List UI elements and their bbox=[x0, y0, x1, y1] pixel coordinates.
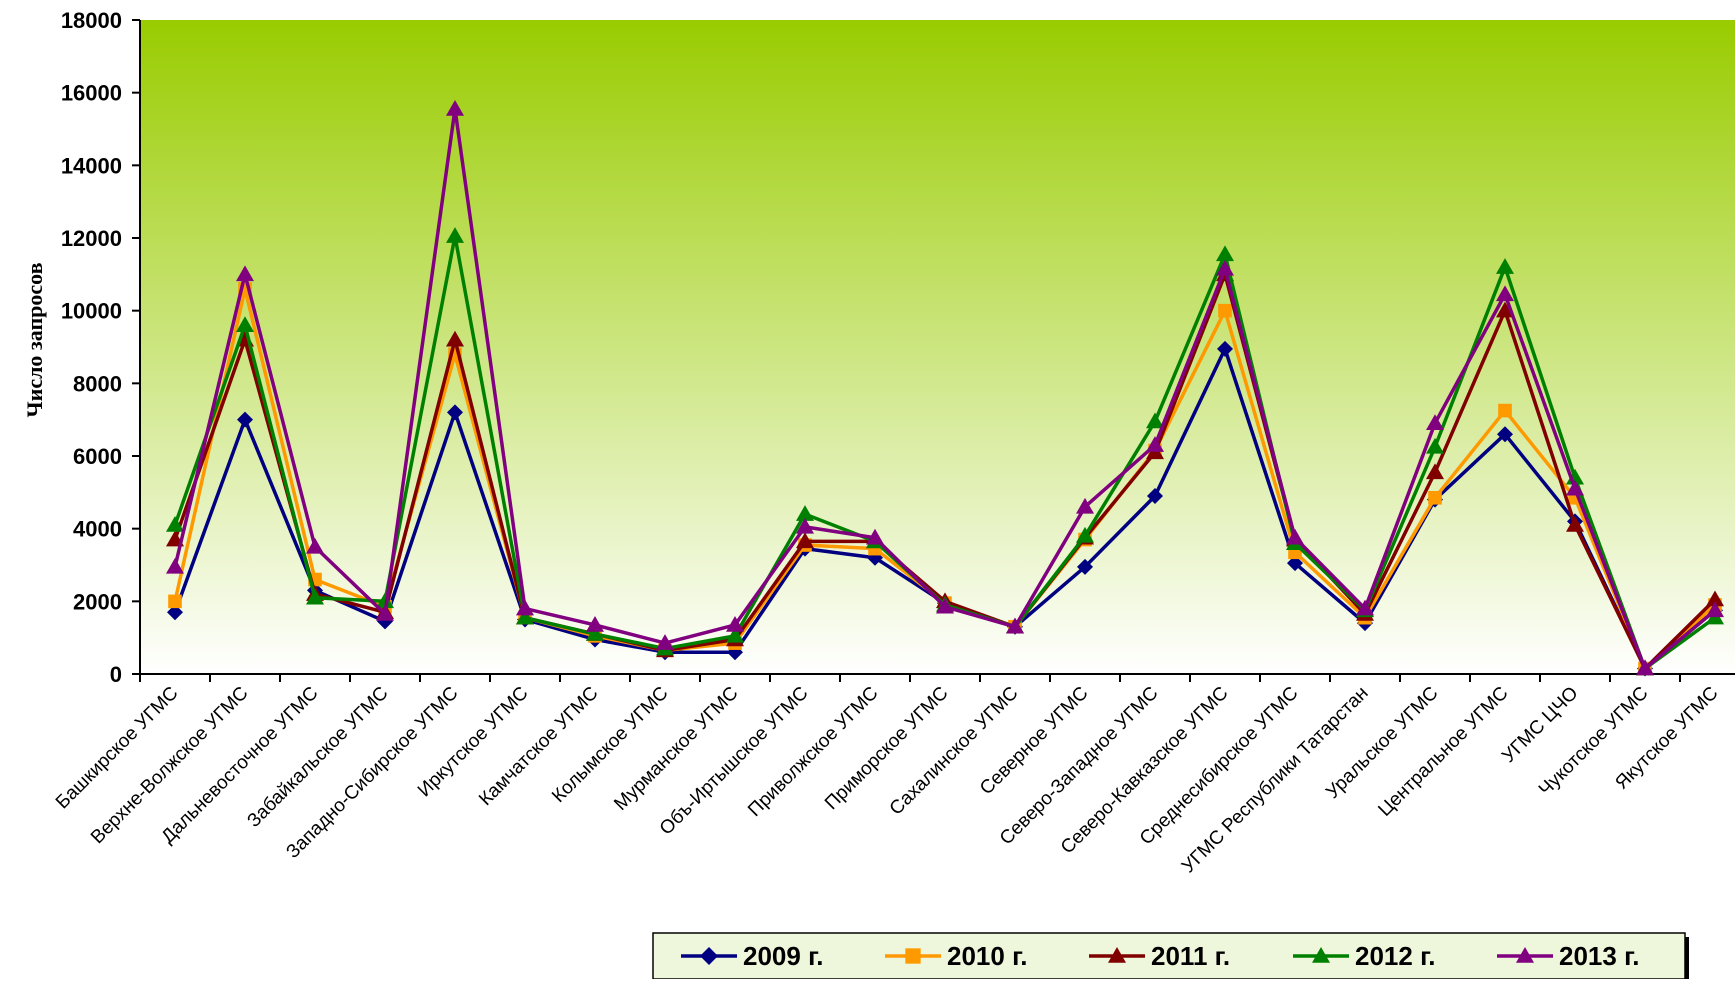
data-point bbox=[1216, 245, 1234, 262]
series-group bbox=[166, 100, 1724, 677]
plot-background bbox=[140, 20, 1735, 674]
data-point bbox=[376, 592, 394, 609]
data-point bbox=[516, 599, 534, 616]
data-point bbox=[166, 516, 184, 532]
data-point bbox=[1426, 463, 1444, 480]
x-tick-label: Камчатское УГМС bbox=[475, 683, 602, 810]
data-point bbox=[586, 625, 604, 641]
data-point bbox=[866, 528, 884, 545]
y-tick-label: 16000 bbox=[61, 81, 122, 106]
x-tick-label: Мурманское УГМС bbox=[610, 683, 742, 815]
data-point bbox=[516, 608, 534, 625]
data-point bbox=[1146, 436, 1164, 452]
data-point bbox=[1496, 285, 1514, 302]
x-tick-label: Центральное УГМС bbox=[1374, 683, 1512, 821]
legend-marker bbox=[1516, 947, 1534, 963]
data-point bbox=[1636, 659, 1654, 676]
data-point bbox=[237, 411, 253, 428]
data-point bbox=[1428, 490, 1442, 505]
data-point bbox=[1498, 403, 1512, 418]
data-point bbox=[1426, 414, 1444, 431]
data-point bbox=[1146, 412, 1164, 429]
data-point bbox=[1147, 487, 1163, 504]
data-point bbox=[236, 265, 254, 282]
legend-marker bbox=[1312, 947, 1330, 963]
y-tick-label: 4000 bbox=[73, 517, 122, 542]
legend-label: 2010 г. bbox=[947, 941, 1028, 971]
data-point bbox=[796, 505, 814, 521]
data-point bbox=[1217, 340, 1233, 357]
y-tick-label: 6000 bbox=[73, 444, 122, 469]
x-tick-label: Башкирское УГМС bbox=[52, 683, 183, 814]
data-point bbox=[726, 615, 744, 632]
data-point bbox=[167, 604, 183, 621]
x-tick-label: Сахалинское УГМС bbox=[886, 683, 1023, 820]
data-point bbox=[1496, 258, 1514, 274]
legend-label: 2009 г. bbox=[743, 941, 824, 971]
legend-label: 2013 г. bbox=[1559, 941, 1640, 971]
y-axis-label: Число запросов bbox=[22, 262, 47, 417]
data-point bbox=[936, 597, 954, 614]
series-5 bbox=[166, 100, 1724, 676]
data-point bbox=[796, 517, 814, 534]
plot-area bbox=[139, 20, 1735, 675]
data-point bbox=[1497, 426, 1513, 443]
data-point bbox=[1287, 555, 1303, 572]
y-tick-label: 8000 bbox=[73, 371, 122, 396]
y-tick-label: 2000 bbox=[73, 589, 122, 614]
data-point bbox=[1566, 516, 1584, 532]
y-tick-label: 12000 bbox=[61, 226, 122, 251]
y-axis-ticks: 0 2000 4000 6000 8000 10000 12000 14000 16000 180… bbox=[61, 8, 140, 687]
data-point bbox=[168, 594, 182, 609]
data-point bbox=[1496, 301, 1514, 318]
y-tick-label: 0 bbox=[110, 662, 122, 687]
data-point bbox=[796, 532, 814, 549]
data-point bbox=[446, 100, 464, 116]
data-point bbox=[1286, 528, 1304, 545]
legend-marker bbox=[1108, 947, 1126, 963]
x-tick-label: Колымское УГМС bbox=[548, 683, 672, 807]
legend-label: 2011 г. bbox=[1151, 941, 1230, 971]
data-point bbox=[1356, 599, 1374, 616]
data-point bbox=[656, 634, 674, 650]
data-point bbox=[1706, 601, 1724, 618]
x-tick-label: Приволжское УГМС bbox=[744, 683, 882, 821]
legend-label: 2012 г. bbox=[1355, 941, 1436, 971]
legend: 2009 г. 2010 г. 2011 г. 2012 г. 2013 г. bbox=[652, 932, 1689, 980]
data-point bbox=[446, 227, 464, 243]
y-tick-label: 14000 bbox=[61, 153, 122, 178]
data-point bbox=[447, 404, 463, 421]
x-tick-label: Приморское УГМС bbox=[821, 683, 952, 814]
legend-marker bbox=[905, 948, 921, 964]
data-point bbox=[1706, 590, 1724, 607]
data-point bbox=[306, 588, 324, 605]
data-point bbox=[726, 626, 744, 643]
data-point bbox=[1077, 558, 1093, 575]
data-point bbox=[1426, 437, 1444, 454]
data-point bbox=[1218, 303, 1232, 318]
data-point bbox=[446, 330, 464, 347]
data-point bbox=[376, 605, 394, 621]
data-point bbox=[306, 537, 324, 554]
x-tick-label: Забайкальское УГМС bbox=[243, 683, 392, 832]
data-point bbox=[1006, 617, 1024, 634]
y-tick-label: 18000 bbox=[61, 8, 122, 33]
data-point bbox=[1566, 479, 1584, 496]
data-point bbox=[236, 316, 254, 332]
data-point bbox=[1076, 497, 1094, 514]
data-point bbox=[586, 615, 604, 632]
data-point bbox=[1076, 526, 1094, 543]
legend-marker bbox=[700, 947, 718, 965]
data-point bbox=[166, 557, 184, 574]
y-tick-label: 10000 bbox=[61, 299, 122, 324]
data-point bbox=[1216, 259, 1234, 276]
